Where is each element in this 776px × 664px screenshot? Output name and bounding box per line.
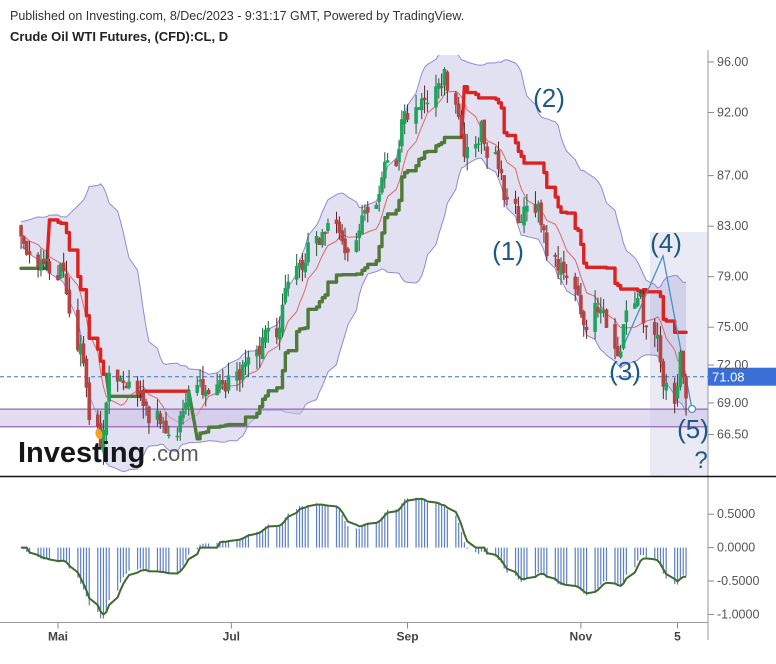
svg-text:0.5000: 0.5000 — [717, 507, 755, 521]
svg-text:69.00: 69.00 — [717, 396, 748, 410]
svg-text:79.00: 79.00 — [717, 270, 748, 284]
svg-text:?: ? — [694, 447, 707, 474]
svg-text:87.00: 87.00 — [717, 169, 748, 183]
svg-text:(2): (2) — [533, 83, 565, 113]
svg-text:Jul: Jul — [223, 630, 240, 644]
svg-text:(1): (1) — [492, 236, 524, 266]
svg-text:Investing: Investing — [18, 437, 145, 469]
svg-text:(4): (4) — [650, 228, 682, 258]
svg-text:0.0000: 0.0000 — [717, 541, 755, 555]
svg-text:72.00: 72.00 — [717, 358, 748, 372]
svg-text:(5): (5) — [677, 414, 709, 444]
svg-text:(3): (3) — [609, 356, 641, 386]
svg-text:-1.0000: -1.0000 — [717, 607, 759, 621]
svg-text:92.00: 92.00 — [717, 105, 748, 119]
svg-text:66.50: 66.50 — [717, 428, 748, 442]
svg-text:5: 5 — [674, 630, 681, 644]
svg-text:Nov: Nov — [570, 630, 593, 644]
svg-text:Sep: Sep — [397, 630, 419, 644]
svg-text:75.00: 75.00 — [717, 320, 748, 334]
svg-text:Mai: Mai — [48, 630, 68, 644]
svg-text:96.00: 96.00 — [717, 55, 748, 69]
svg-text:-0.5000: -0.5000 — [717, 574, 759, 588]
svg-text:83.00: 83.00 — [717, 219, 748, 233]
svg-text:.com: .com — [151, 441, 199, 466]
